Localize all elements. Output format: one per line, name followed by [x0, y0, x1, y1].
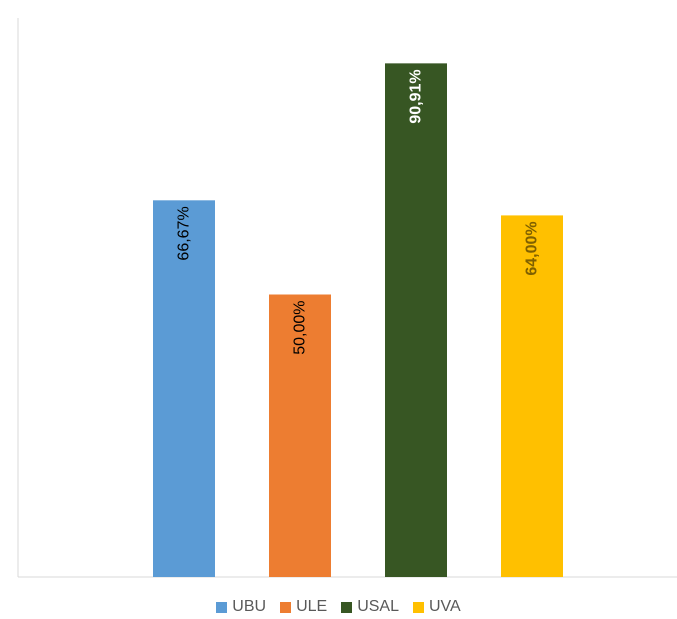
data-labels-group: 66,67% 50,00% 90,91% 64,00%	[176, 69, 541, 354]
legend: UBU ULE USAL UVA	[0, 598, 677, 616]
legend-label-usal: USAL	[357, 598, 399, 615]
bar-usal	[385, 63, 447, 577]
bars-group	[153, 63, 563, 577]
legend-item-uva: UVA	[412, 598, 461, 616]
legend-swatch-uva	[412, 601, 424, 613]
data-label-uva: 64,00%	[524, 221, 541, 275]
legend-item-usal: USAL	[341, 598, 399, 616]
legend-swatch-ule	[280, 601, 292, 613]
bar-ubu	[153, 200, 215, 577]
data-label-usal: 90,91%	[408, 69, 425, 123]
legend-swatch-ubu	[216, 601, 228, 613]
legend-item-ule: ULE	[280, 598, 327, 616]
bar-uva	[501, 215, 563, 577]
legend-label-uva: UVA	[428, 598, 461, 615]
legend-label-ule: ULE	[296, 598, 328, 615]
data-label-ubu: 66,67%	[176, 206, 193, 260]
data-label-ule: 50,00%	[292, 301, 309, 355]
legend-label-ubu: UBU	[232, 598, 267, 615]
bar-ule	[269, 294, 331, 577]
legend-swatch-usal	[341, 601, 353, 613]
legend-item-ubu: UBU	[216, 598, 266, 616]
